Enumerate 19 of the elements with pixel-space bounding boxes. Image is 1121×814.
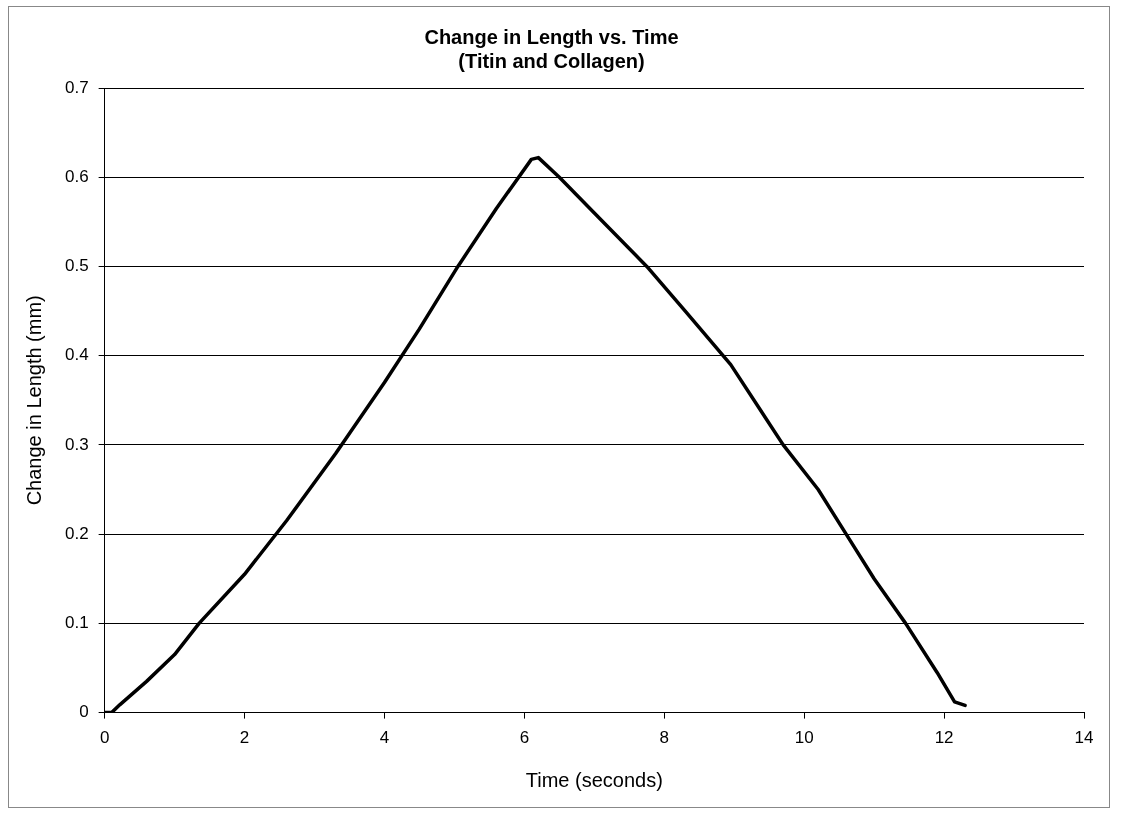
x-tick-label: 0 — [99, 728, 110, 748]
y-tick-label: 0.5 — [64, 256, 89, 276]
y-tick-label: 0.2 — [64, 523, 89, 543]
x-tick-label: 12 — [934, 728, 954, 748]
x-tick-label: 8 — [659, 728, 670, 748]
x-tick-label: 14 — [1074, 728, 1094, 748]
x-tick-label: 4 — [379, 728, 390, 748]
x-tick-label: 6 — [519, 728, 530, 748]
y-tick-label: 0 — [79, 702, 89, 722]
y-tick-label: 0.7 — [64, 77, 89, 97]
y-tick-label: 0.6 — [64, 166, 89, 186]
y-tick-label: 0.1 — [64, 613, 89, 633]
y-tick-label: 0.3 — [64, 434, 89, 454]
x-tick-label: 2 — [239, 728, 250, 748]
x-tick-label: 10 — [794, 728, 814, 748]
x-axis-title: Time (seconds) — [525, 768, 663, 791]
chart-title: Change in Length vs. Time (Titin and Collagen) — [424, 25, 679, 72]
y-tick-label: 0.4 — [64, 345, 89, 365]
y-axis-title: Change in Length (mm) — [22, 295, 45, 506]
